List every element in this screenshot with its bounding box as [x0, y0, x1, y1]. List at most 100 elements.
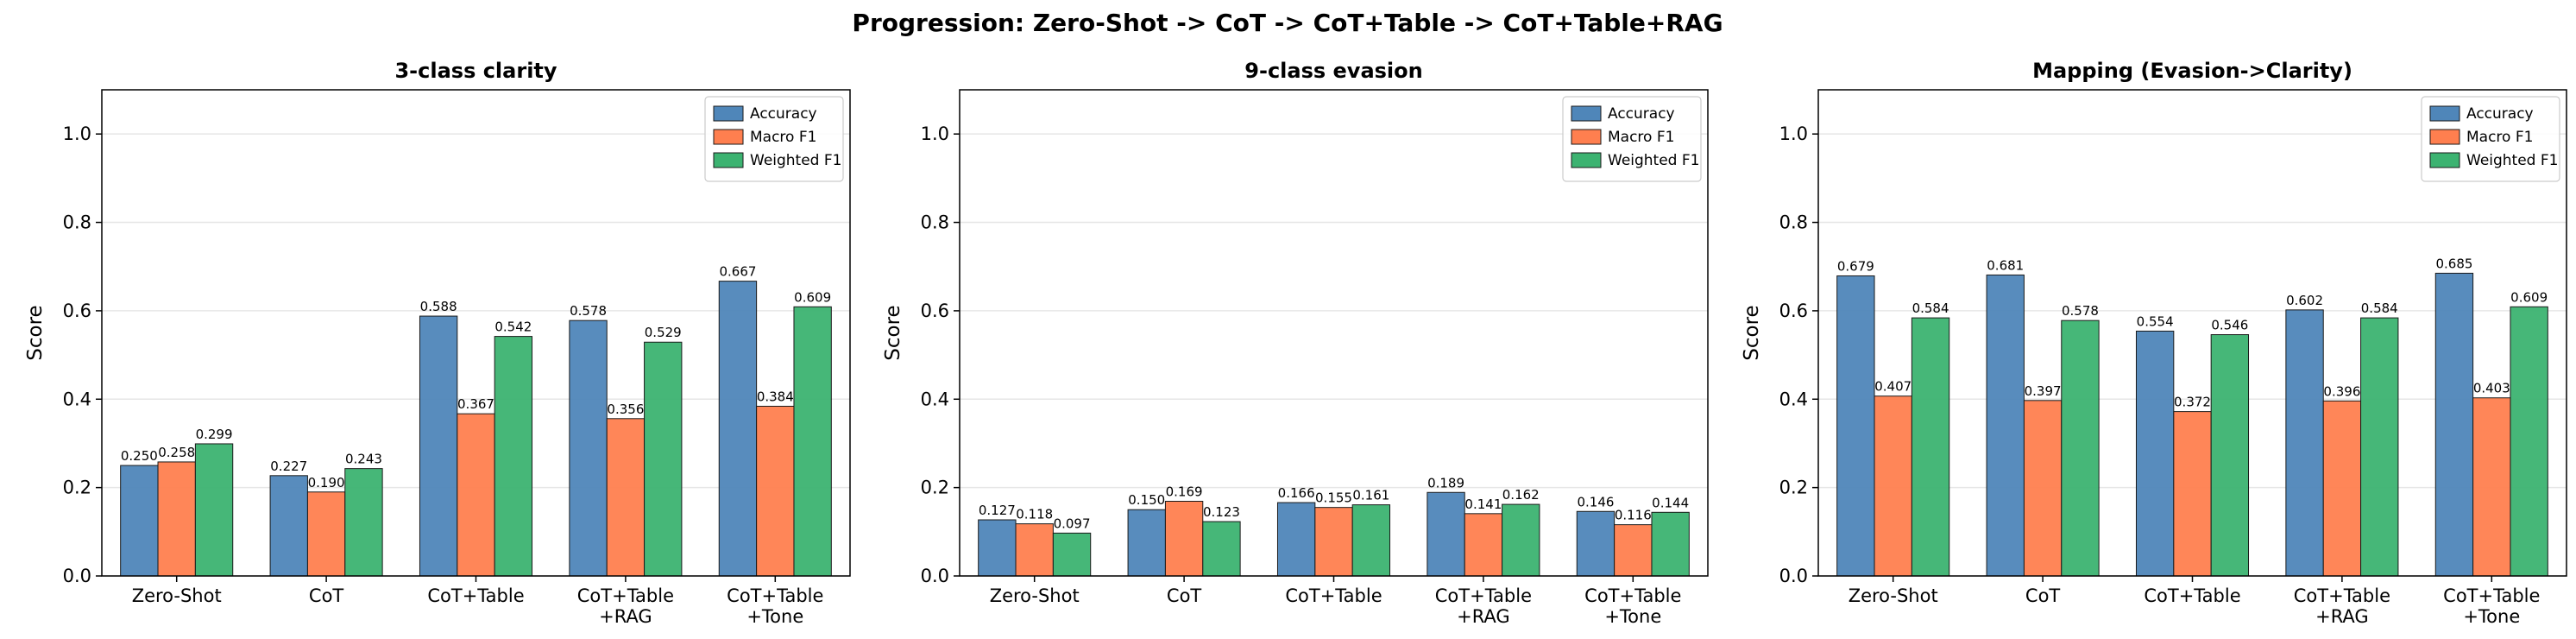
data-label-accuracy-2: 0.588 [420, 299, 457, 314]
y-axis-label: Score [24, 305, 47, 360]
y-tick-label-3: 0.6 [63, 301, 91, 321]
bar-macro-f1-0 [157, 461, 196, 577]
data-label-accuracy-0: 0.679 [1837, 258, 1874, 274]
y-tick-label-5: 1.0 [63, 123, 91, 144]
data-label-macro-f1-4: 0.384 [757, 389, 794, 404]
y-tick-label-1: 0.2 [1779, 478, 1808, 498]
bar-accuracy-2 [419, 315, 458, 577]
bar-weighted-f1-4 [2510, 306, 2548, 577]
bar-accuracy-1 [1986, 274, 2025, 577]
data-label-macro-f1-2: 0.155 [1315, 490, 1352, 506]
bar-macro-f1-2 [457, 413, 495, 577]
legend-swatch-weighted-f1 [1571, 152, 1602, 168]
chart-evasion: 0.127 0.150 0.166 0.189 0.146 0.118 0.169 0.155… [882, 59, 1709, 627]
x-tick-label-line-0: CoT+Table [1285, 585, 1382, 606]
bar-weighted-f1-3 [1502, 503, 1540, 577]
bar-macro-f1-1 [1164, 501, 1204, 577]
bar-weighted-f1-2 [1351, 504, 1391, 577]
data-label-accuracy-3: 0.189 [1427, 475, 1464, 490]
x-tick-label-0: Zero-Shot [132, 585, 222, 606]
y-tick-label-1: 0.2 [63, 478, 91, 498]
bar-macro-f1-0 [1015, 523, 1054, 577]
x-tick-label-line-1: +RAG [2315, 606, 2369, 627]
legend-swatch-accuracy [2429, 105, 2460, 122]
bar-accuracy-2 [2135, 330, 2175, 577]
legend-label-weighted-f1: Weighted F1 [1608, 152, 1699, 169]
legend-label-macro-f1: Macro F1 [1608, 129, 1674, 146]
y-tick-label-1: 0.2 [921, 478, 949, 498]
chart-title-evasion: 9-class evasion [1244, 59, 1422, 83]
y-tick-label-3: 0.6 [1779, 301, 1808, 321]
data-label-macro-f1-3: 0.396 [2323, 383, 2360, 399]
data-label-weighted-f1-2: 0.542 [494, 320, 532, 335]
x-tick-label-1: CoT [309, 585, 344, 606]
x-tick-label-line-1: +RAG [1457, 606, 1510, 627]
data-label-macro-f1-1: 0.397 [2025, 383, 2062, 399]
legend: Accuracy Macro F1 Weighted F1 [1562, 96, 1702, 182]
bar-accuracy-3 [1427, 491, 1465, 577]
bar-weighted-f1-0 [1052, 532, 1092, 577]
data-label-weighted-f1-0: 0.584 [1912, 301, 1949, 316]
bar-accuracy-1 [1127, 509, 1166, 577]
y-tick-label-4: 0.8 [63, 212, 91, 233]
bar-macro-f1-0 [1874, 395, 1912, 577]
data-label-weighted-f1-0: 0.299 [196, 427, 233, 442]
bar-macro-f1-3 [606, 418, 646, 577]
bar-macro-f1-1 [306, 491, 346, 577]
x-tick-label-line-0: CoT+Table [2294, 585, 2390, 606]
data-label-accuracy-0: 0.127 [979, 503, 1016, 518]
bar-accuracy-3 [569, 320, 608, 577]
data-label-macro-f1-1: 0.169 [1166, 484, 1203, 500]
bar-weighted-f1-4 [1651, 511, 1690, 577]
bar-weighted-f1-1 [344, 468, 383, 577]
bar-weighted-f1-4 [793, 306, 832, 577]
x-tick-label-line-0: CoT+Table [427, 585, 524, 606]
legend-swatch-macro-f1 [1571, 129, 1602, 145]
data-label-macro-f1-0: 0.407 [1874, 379, 1912, 395]
data-label-accuracy-4: 0.146 [1577, 494, 1614, 509]
bar-accuracy-4 [718, 281, 758, 577]
legend-label-accuracy: Accuracy [1608, 105, 1675, 123]
chart-mapping: 0.679 0.681 0.554 0.602 0.685 0.407 0.397 0.372… [1741, 59, 2567, 627]
data-label-weighted-f1-1: 0.578 [2062, 303, 2099, 319]
x-tick-label-line-0: Zero-Shot [990, 585, 1080, 606]
data-label-weighted-f1-0: 0.097 [1054, 516, 1091, 531]
x-tick-label-4: CoT+Table +Tone [1584, 585, 1681, 627]
x-tick-label-line-0: CoT [2025, 585, 2061, 606]
legend-swatch-macro-f1 [713, 129, 744, 145]
x-tick-label-1: CoT [2025, 585, 2061, 606]
bar-weighted-f1-1 [1202, 521, 1241, 577]
bar-weighted-f1-1 [2061, 320, 2100, 577]
data-label-accuracy-0: 0.250 [121, 448, 158, 464]
legend-label-macro-f1: Macro F1 [2466, 129, 2533, 146]
bar-weighted-f1-0 [194, 443, 234, 577]
data-label-weighted-f1-2: 0.161 [1352, 488, 1389, 503]
y-tick-label-0: 0.0 [921, 566, 949, 586]
x-tick-label-line-0: CoT [1167, 585, 1202, 606]
x-tick-label-2: CoT+Table [1285, 585, 1382, 606]
x-tick-label-3: CoT+Table +RAG [2294, 585, 2390, 627]
data-label-accuracy-1: 0.681 [1987, 257, 2024, 273]
data-label-weighted-f1-3: 0.584 [2361, 301, 2398, 316]
y-axis-label: Score [1741, 305, 1763, 360]
x-tick-label-2: CoT+Table [427, 585, 524, 606]
x-tick-label-line-0: CoT+Table [1584, 585, 1681, 606]
data-label-weighted-f1-4: 0.144 [1652, 495, 1689, 510]
data-label-macro-f1-3: 0.356 [607, 402, 644, 417]
y-tick-label-0: 0.0 [1779, 566, 1808, 586]
x-tick-label-3: CoT+Table +RAG [577, 585, 674, 627]
data-label-macro-f1-0: 0.118 [1016, 507, 1053, 522]
bar-accuracy-0 [120, 465, 159, 577]
y-tick-label-2: 0.4 [63, 389, 91, 409]
legend-label-accuracy: Accuracy [2466, 105, 2534, 123]
bar-macro-f1-2 [2173, 411, 2212, 577]
data-label-macro-f1-0: 0.258 [158, 445, 195, 460]
x-tick-label-line-1: +RAG [599, 606, 652, 627]
chart-title-clarity: 3-class clarity [394, 59, 557, 83]
bar-accuracy-0 [1836, 275, 1875, 577]
data-label-weighted-f1-4: 0.609 [2510, 289, 2548, 305]
legend-swatch-weighted-f1 [713, 152, 744, 168]
bar-accuracy-4 [1576, 510, 1616, 577]
y-tick-label-5: 1.0 [921, 123, 949, 144]
bar-macro-f1-1 [2023, 400, 2063, 577]
